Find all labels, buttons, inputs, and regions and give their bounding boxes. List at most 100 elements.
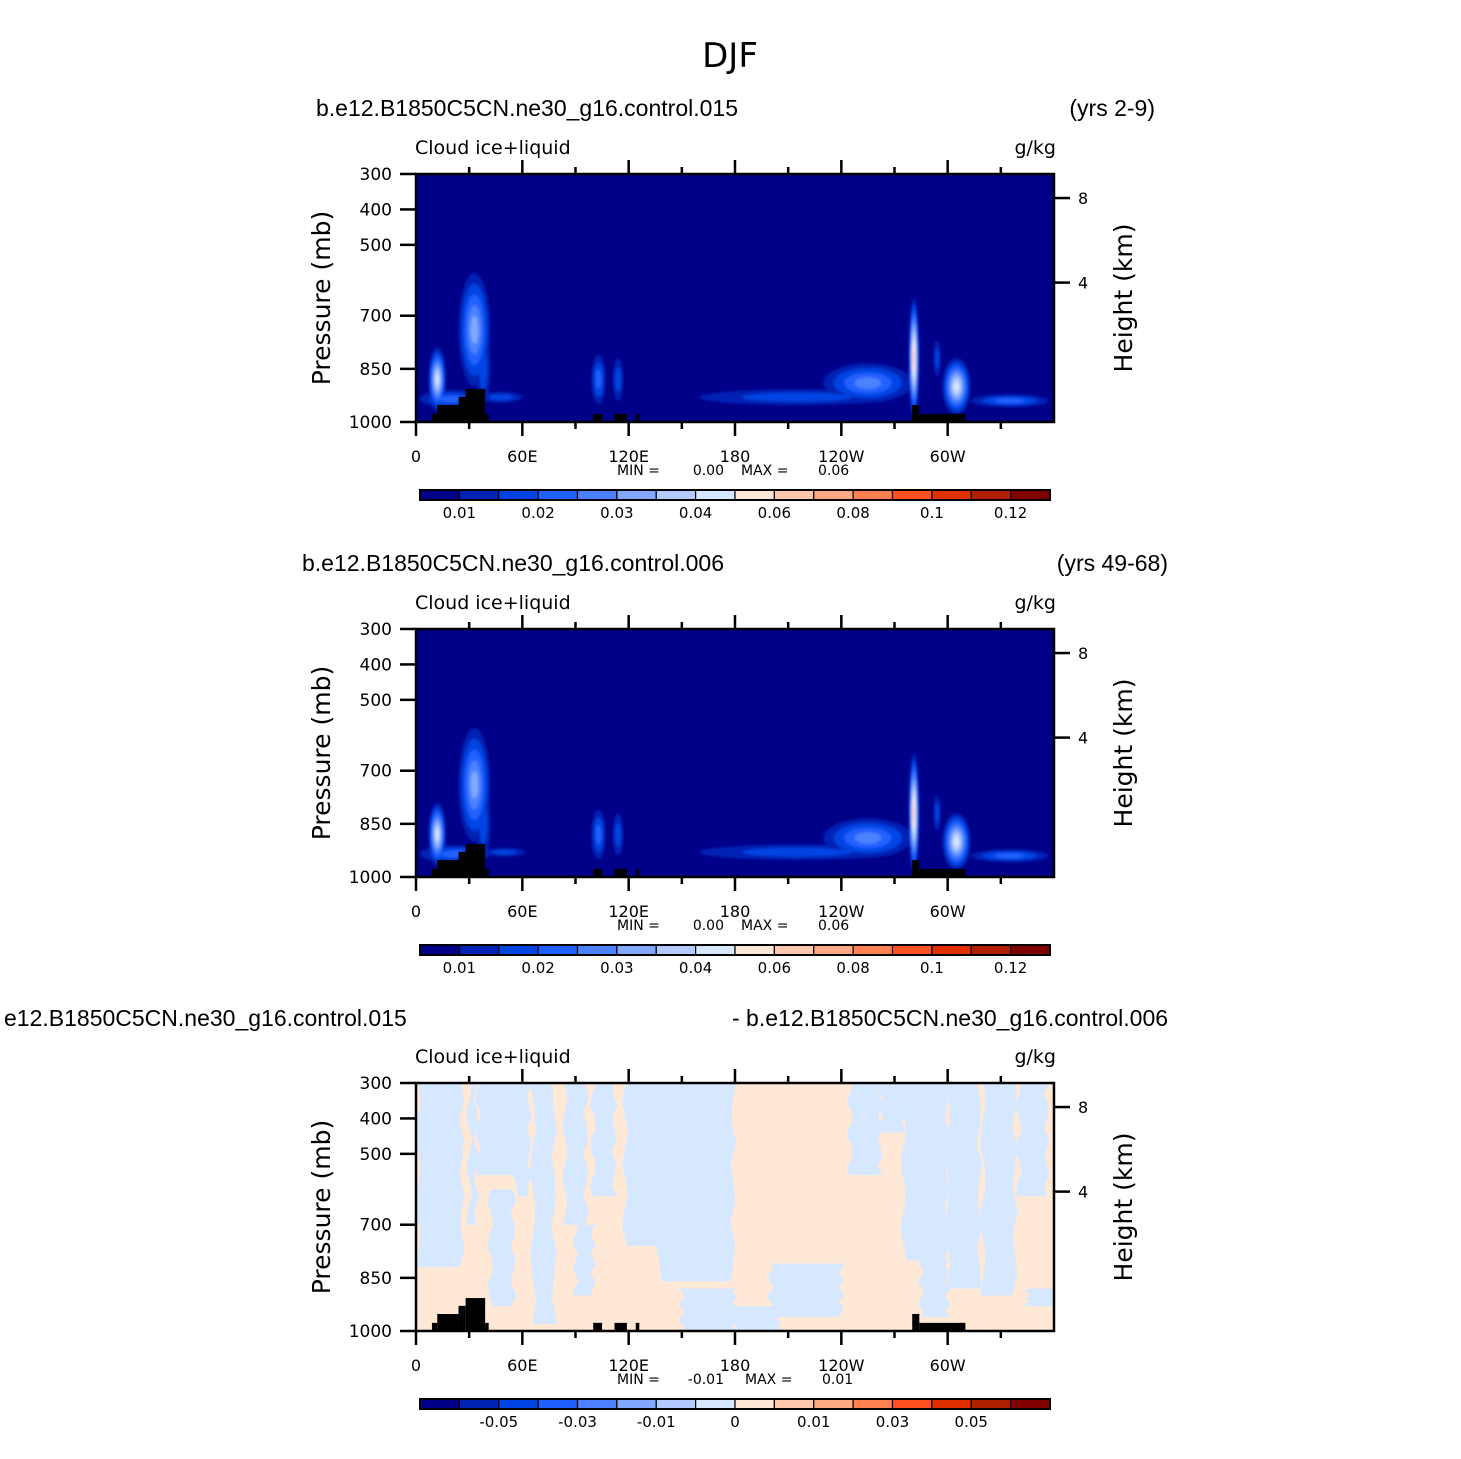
topography-mask: [458, 1305, 466, 1331]
y-tick-label: 700: [360, 1216, 392, 1236]
colorbar-box: [695, 944, 736, 956]
x-tick-label: 120E: [608, 902, 649, 921]
colorbar-label: -0.05: [479, 1413, 518, 1431]
panel-title-right: - b.e12.B1850C5CN.ne30_g16.control.006: [732, 1005, 1168, 1031]
negative-region: [877, 1083, 907, 1133]
panel-title-left: b.e12.B1850C5CN.ne30_g16.control.006: [302, 550, 724, 576]
colorbar-label: -0.03: [558, 1413, 597, 1431]
colorbar-label: 0.12: [994, 959, 1027, 977]
negative-region: [512, 1083, 533, 1197]
colorbar-box: [576, 1398, 618, 1410]
colorbar-box: [931, 944, 972, 956]
topography-mask: [465, 1298, 486, 1331]
colorbar-box: [419, 944, 460, 956]
colorbar-frame: [419, 489, 1051, 501]
panel-3: e12.B1850C5CN.ne30_g16.control.015 - b.e1…: [4, 1005, 1168, 1431]
y-tick-label: 700: [360, 762, 392, 782]
colorbar-box: [616, 944, 657, 956]
units-label: g/kg: [1014, 592, 1056, 614]
topography-mask: [458, 851, 466, 877]
colorbar-box: [498, 489, 539, 501]
colorbar-box: [419, 489, 460, 501]
contour-level-2: [615, 822, 622, 847]
contour-level-7: [435, 373, 439, 386]
negative-region: [590, 1083, 618, 1197]
min-value: 0.00: [693, 918, 724, 934]
colorbar-box: [931, 1398, 972, 1410]
colorbar-box: [498, 944, 539, 956]
negative-region: [466, 1083, 480, 1225]
contour-level-3: [595, 369, 602, 390]
colorbar-label: 0: [730, 1413, 740, 1431]
colorbar-label: 0.01: [797, 1413, 830, 1431]
colorbar-box: [734, 1398, 775, 1410]
colorbar-box: [616, 489, 657, 501]
y-axis-label-right: Height (km): [1109, 1133, 1138, 1282]
colorbar-box: [734, 944, 775, 956]
panel-title-left: e12.B1850C5CN.ne30_g16.control.015: [4, 1005, 407, 1031]
colorbar-box: [813, 489, 854, 501]
negative-region: [847, 1083, 884, 1176]
colorbar-box: [655, 1398, 697, 1410]
x-tick-label: 60W: [930, 447, 966, 466]
y-tick-label: 400: [360, 200, 392, 220]
y-tick-label: 700: [360, 307, 392, 327]
topography-mask: [593, 1322, 603, 1331]
colorbar-box: [852, 1398, 894, 1410]
contour-level-2: [479, 348, 488, 389]
colorbar-box: [970, 944, 1012, 956]
field-label: Cloud ice+liquid: [415, 137, 571, 159]
height-tick-label: 8: [1078, 189, 1088, 208]
colorbar-box: [891, 1398, 933, 1410]
contour-level-2: [741, 847, 853, 857]
colorbar-box: [852, 489, 894, 501]
topography-mask: [485, 1322, 489, 1331]
y-tick-label: 500: [360, 236, 392, 256]
field-label: Cloud ice+liquid: [415, 1046, 571, 1068]
plot-area: [416, 174, 1054, 422]
colorbar-label: 0.04: [679, 504, 712, 522]
y-axis-label: Pressure (mb): [307, 666, 336, 840]
x-tick-label: 60E: [507, 902, 537, 921]
topography-mask: [485, 413, 489, 422]
contour-level-3: [595, 824, 602, 845]
contour-level-2: [489, 394, 514, 401]
contour-level-5: [470, 315, 479, 344]
colorbar-box: [576, 489, 618, 501]
colorbar-label: 0.08: [836, 504, 869, 522]
negative-region: [487, 1189, 517, 1307]
colorbar-label: 0.06: [758, 959, 791, 977]
height-tick-label: 8: [1078, 644, 1088, 663]
y-axis-label: Pressure (mb): [307, 211, 336, 385]
negative-region: [767, 1263, 845, 1317]
negative-region: [678, 1288, 738, 1331]
panel-title-right: (yrs 49-68): [1057, 550, 1168, 576]
y-axis-label-right: Height (km): [1109, 679, 1138, 828]
units-label: g/kg: [1014, 1046, 1056, 1068]
colorbar-label: 0.1: [920, 504, 944, 522]
colorbar-box: [931, 489, 972, 501]
y-axis-label-right: Height (km): [1109, 224, 1138, 373]
contour-level-7: [954, 836, 960, 847]
contour-level-2: [741, 392, 853, 402]
negative-region: [572, 1224, 597, 1296]
topography-mask: [465, 844, 486, 877]
topography-mask: [465, 389, 486, 422]
contour-level-5: [470, 770, 479, 799]
topography-mask: [635, 868, 640, 877]
negative-region: [561, 1083, 590, 1225]
negative-region: [622, 1083, 668, 1246]
contour-fills: [419, 273, 1049, 419]
height-tick-label: 4: [1078, 274, 1088, 293]
colorbar-box: [458, 944, 500, 956]
negative-region: [732, 1306, 783, 1331]
contour-level-3: [994, 853, 1026, 859]
colorbar-box: [458, 1398, 500, 1410]
colorbar-box: [734, 489, 775, 501]
height-tick-label: 8: [1078, 1098, 1088, 1117]
y-tick-label: 850: [360, 360, 392, 380]
plot-area: [416, 1083, 1054, 1331]
x-tick-label: 180: [720, 447, 751, 466]
y-tick-label: 1000: [349, 413, 392, 433]
x-tick-label: 60W: [930, 1356, 966, 1375]
